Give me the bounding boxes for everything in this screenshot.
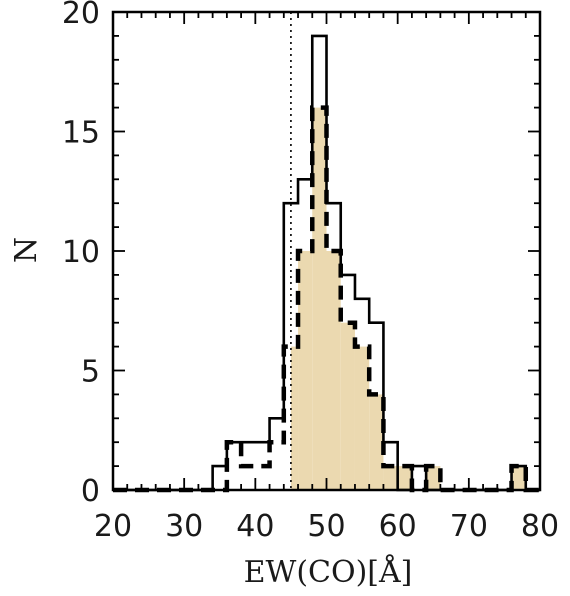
y-tick-label: 20	[62, 0, 100, 31]
axis-ticks	[112, 11, 541, 491]
filled-region	[290, 107, 526, 490]
fill-bar	[369, 394, 384, 490]
fill-bar	[397, 466, 412, 490]
y-tick-label: 15	[62, 116, 100, 151]
fill-bar	[340, 322, 355, 490]
fill-bar	[511, 466, 526, 490]
x-axis-title: EW(CO)[Å]	[244, 554, 413, 590]
x-tick-label: 50	[307, 509, 345, 544]
x-tick-label: 60	[379, 509, 417, 544]
y-axis-title: N	[9, 237, 44, 263]
fill-bar	[383, 466, 398, 490]
x-tick-label: 40	[236, 509, 274, 544]
y-tick-label: 10	[62, 235, 100, 270]
fill-bar	[326, 251, 341, 490]
fill-bar	[426, 466, 441, 490]
fill-bar	[290, 346, 299, 490]
x-tick-label: 70	[450, 509, 488, 544]
fill-bar	[298, 251, 313, 490]
y-tick-label: 0	[81, 474, 100, 509]
dashed-histogram-line	[113, 105, 540, 493]
y-tick-label: 5	[81, 355, 100, 390]
x-tick-label: 80	[521, 509, 559, 544]
x-tick-label: 30	[165, 509, 203, 544]
series-dashed	[113, 105, 540, 493]
fill-bar	[354, 346, 370, 490]
tick-labels: 20 30 40 50 60 70 80 0 5 10 15 20	[62, 0, 559, 544]
x-tick-label: 20	[94, 509, 132, 544]
fill-bar	[312, 107, 327, 490]
